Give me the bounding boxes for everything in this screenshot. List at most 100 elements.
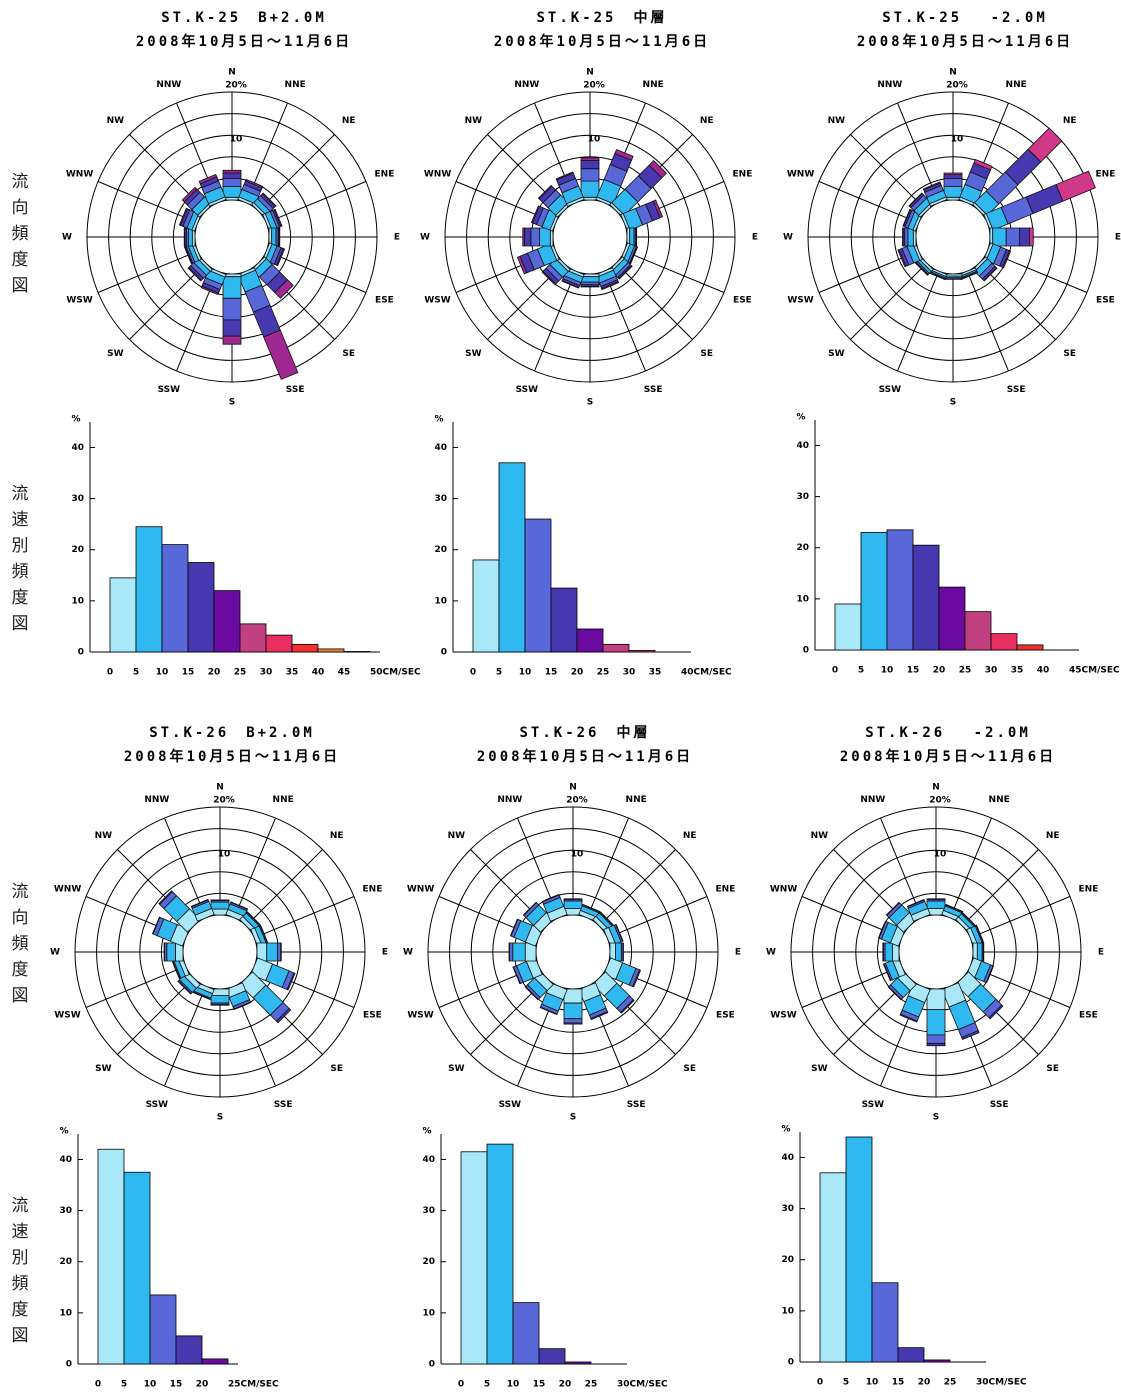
rose-segment xyxy=(508,942,510,962)
spoke xyxy=(85,965,187,1008)
side-label-char: 流 xyxy=(12,1196,29,1216)
side-label-char: 別 xyxy=(12,536,29,556)
direction-label: NW xyxy=(107,116,125,126)
bar xyxy=(149,1294,177,1365)
rose-segment xyxy=(266,942,278,962)
direction-label: NW xyxy=(811,831,829,841)
rose-segment xyxy=(539,1006,558,1016)
x-tick-label: 5 xyxy=(484,1380,490,1390)
direction-label: ENE xyxy=(716,884,736,894)
direction-label: ESE xyxy=(716,1011,735,1021)
x-tick-label: 50CM/SEC xyxy=(370,668,421,678)
rose-segment xyxy=(261,192,277,208)
spoke xyxy=(615,262,693,340)
direction-label: WSW xyxy=(407,1011,433,1021)
side-label-char: 速 xyxy=(12,510,29,530)
rose-segment xyxy=(907,227,914,247)
bar xyxy=(912,544,940,651)
direction-label: SSE xyxy=(627,1100,646,1110)
chart-subtitle: 2008年10月5日～11月6日 xyxy=(136,33,352,50)
rose-segment xyxy=(882,963,892,982)
direction-label: SW xyxy=(107,349,123,359)
direction-label: WNW xyxy=(54,884,81,894)
rose-segment xyxy=(163,942,166,962)
rose-segment xyxy=(230,901,249,910)
rose-segment xyxy=(183,227,186,247)
spoke xyxy=(880,817,923,919)
direction-label: WNW xyxy=(424,169,451,179)
direction-label: NNE xyxy=(285,80,306,90)
rose-segment xyxy=(271,227,277,247)
chart-subtitle: 2008年10月5日～11月6日 xyxy=(494,33,710,50)
direction-label: NNE xyxy=(1006,80,1027,90)
rose-segment xyxy=(926,1043,946,1047)
side-label-char: 速 xyxy=(12,1222,29,1242)
r-tick-label: 20% xyxy=(566,796,588,806)
direction-label: NNE xyxy=(273,795,294,805)
direction-label: W xyxy=(783,233,793,243)
x-tick-label: 35 xyxy=(286,668,299,678)
rose-segment xyxy=(580,168,600,182)
y-tick-label: 0 xyxy=(66,1360,72,1370)
spoke xyxy=(978,262,1056,340)
y-tick-label: 0 xyxy=(78,648,84,658)
rose-segment xyxy=(563,1022,583,1025)
direction-label: S xyxy=(587,398,593,408)
spoke xyxy=(623,250,725,293)
side-label-char: 度 xyxy=(12,960,29,980)
y-tick-label: 10 xyxy=(71,596,84,606)
y-unit: % xyxy=(796,413,805,423)
x-tick-label: 25 xyxy=(585,1380,598,1390)
direction-label: NNE xyxy=(989,795,1010,805)
y-tick-label: 40 xyxy=(71,443,84,453)
direction-label: SSE xyxy=(644,385,663,395)
x-tick-label: 0 xyxy=(817,1378,823,1388)
x-tick-label: 20 xyxy=(559,1380,572,1390)
rose-segment xyxy=(622,942,624,962)
rose-segment xyxy=(877,920,887,939)
rose-segment xyxy=(615,923,624,942)
r-tick-label: 10 xyxy=(571,850,584,860)
rose-segment xyxy=(200,285,220,296)
x-tick-label: 45CM/SEC xyxy=(1069,666,1120,676)
x-tick-label: 15 xyxy=(170,1380,183,1390)
direction-label: NNE xyxy=(643,80,664,90)
direction-label: SSW xyxy=(158,385,181,395)
y-tick-label: 0 xyxy=(788,1358,794,1368)
spoke xyxy=(850,262,928,340)
r-tick-label: 20% xyxy=(583,81,605,91)
rose-segment xyxy=(988,1004,1004,1020)
bar xyxy=(538,1348,566,1365)
rose-segment xyxy=(222,177,242,187)
x-tick-label: 20 xyxy=(918,1378,931,1388)
chart-title: ST.K-26 -2.0M xyxy=(865,725,1031,741)
rose-segment xyxy=(885,901,900,916)
rose-segment xyxy=(278,227,281,247)
rose-segment xyxy=(1002,250,1012,269)
spoke xyxy=(969,896,1071,939)
direction-label: SSW xyxy=(516,385,539,395)
bar xyxy=(923,1359,951,1363)
x-tick-label: 0 xyxy=(470,668,476,678)
rose-segment xyxy=(516,255,528,275)
bar xyxy=(460,1151,488,1365)
direction-label: NE xyxy=(1046,831,1060,841)
x-tick-label: 0 xyxy=(458,1380,464,1390)
bar xyxy=(990,633,1018,651)
rose-segment xyxy=(177,980,192,995)
rose-segment xyxy=(259,924,269,943)
x-tick-label: 10 xyxy=(156,668,169,678)
direction-label: S xyxy=(933,1113,939,1123)
direction-label: S xyxy=(950,398,956,408)
y-tick-label: 10 xyxy=(422,1308,435,1318)
x-tick-label: 10 xyxy=(866,1378,879,1388)
rose-segment xyxy=(973,158,993,171)
direction-label: N xyxy=(932,783,940,793)
direction-label: SW xyxy=(811,1064,827,1074)
x-tick-label: 25 xyxy=(234,668,247,678)
rose-segment xyxy=(926,1009,946,1036)
bar xyxy=(550,587,578,653)
rose-segment xyxy=(509,942,514,962)
side-label-char: 度 xyxy=(12,250,29,270)
rose-segment xyxy=(286,972,296,991)
